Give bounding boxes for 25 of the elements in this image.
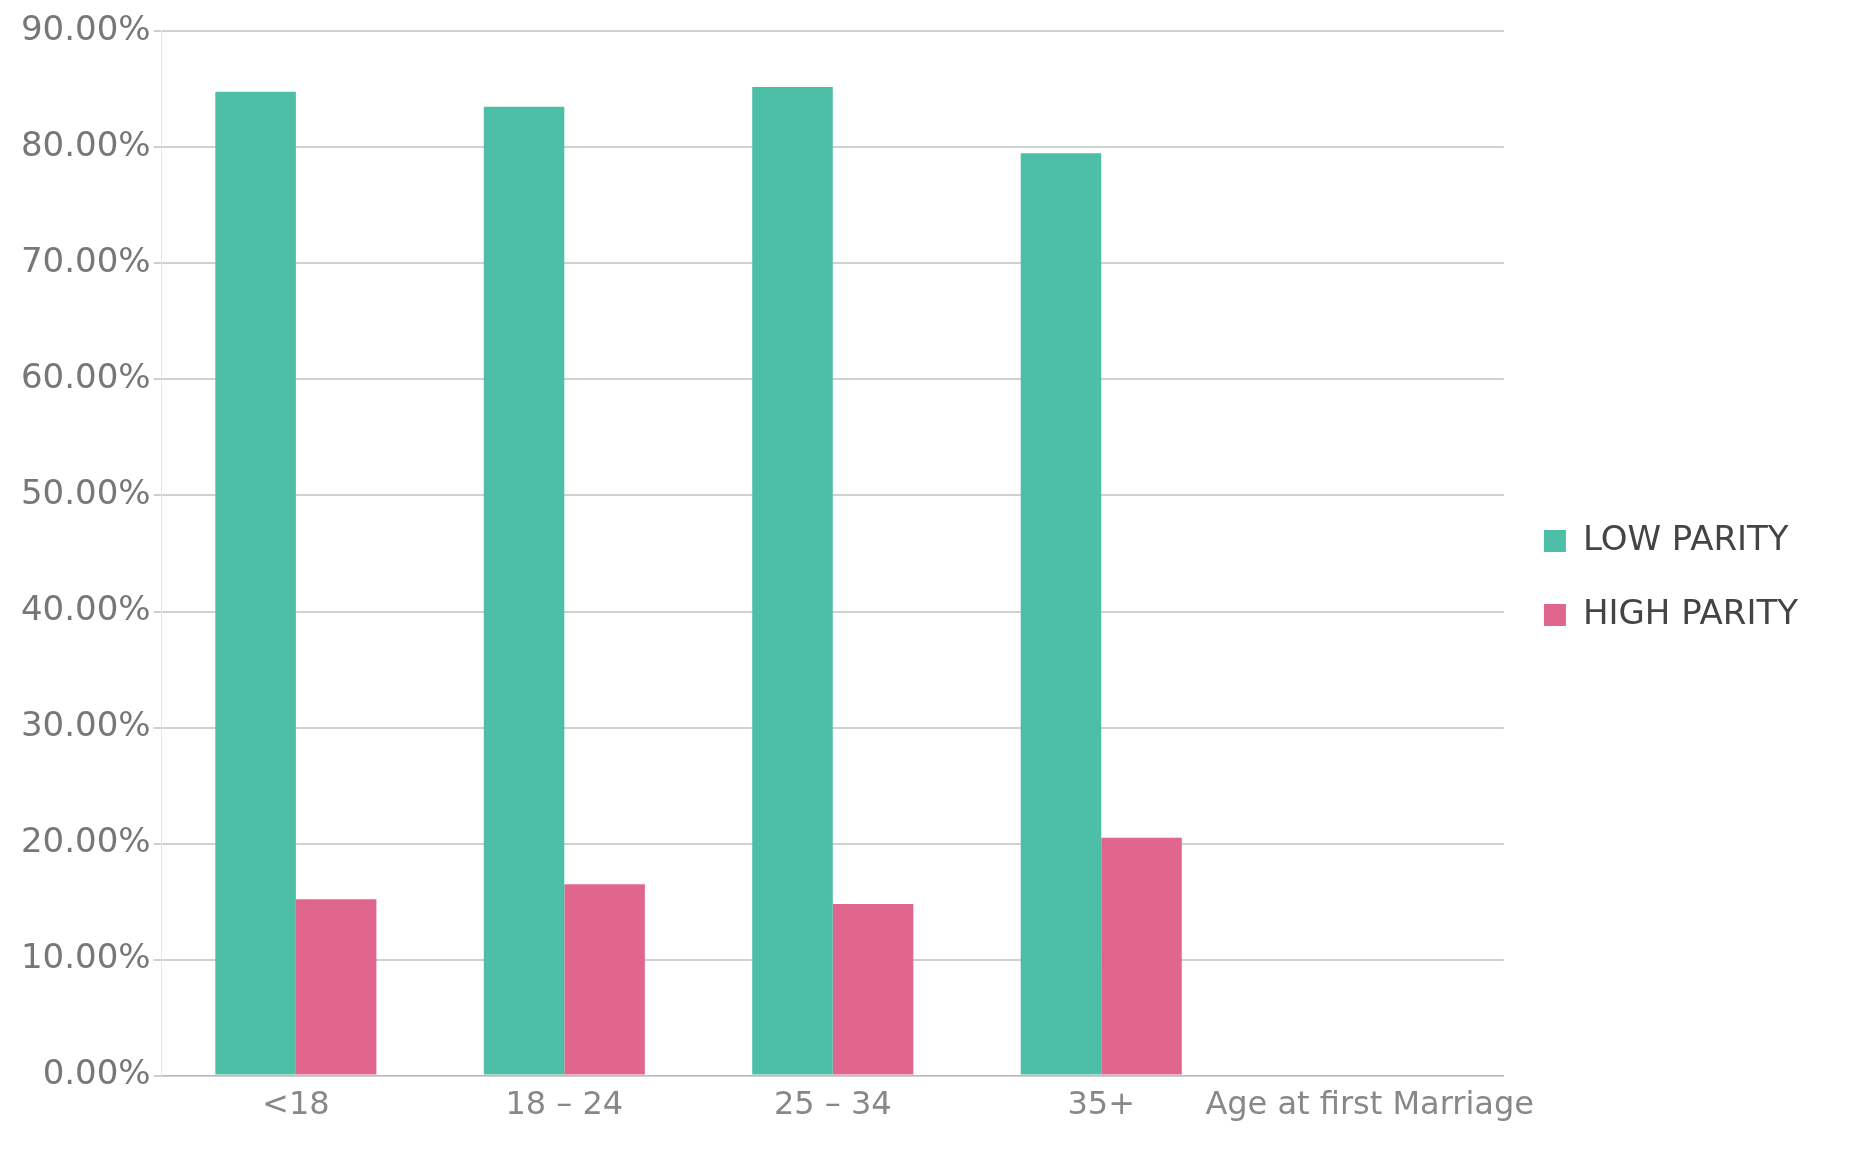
- y-tick-label: 70.00%: [20, 240, 151, 281]
- bar: [215, 91, 296, 1075]
- bar: [483, 106, 565, 1075]
- y-tick-label: 30.00%: [20, 704, 151, 745]
- x-tick-label: 25 – 34: [773, 1084, 892, 1123]
- legend-label: LOW PARITY: [1582, 517, 1789, 558]
- y-tick-label: 20.00%: [20, 820, 151, 861]
- x-tick-label: <18: [262, 1084, 330, 1123]
- bar: [564, 884, 645, 1075]
- bar: [295, 899, 377, 1075]
- y-tick-label: 10.00%: [20, 936, 151, 977]
- y-tick-label: 80.00%: [20, 124, 151, 165]
- bar: [1020, 153, 1102, 1075]
- y-tick-label: 50.00%: [20, 472, 151, 513]
- legend-label: HIGH PARITY: [1582, 591, 1799, 632]
- bar: [752, 87, 833, 1075]
- y-tick-label: 60.00%: [20, 356, 151, 397]
- x-tick-label: 18 – 24: [505, 1084, 624, 1123]
- y-tick-label: 0.00%: [42, 1052, 151, 1093]
- bar: [832, 903, 914, 1075]
- bar: [1101, 837, 1182, 1075]
- x-tick-label: 35+: [1067, 1084, 1135, 1123]
- y-tick-label: 90.00%: [20, 8, 151, 49]
- x-tick-label: Age at first Marriage: [1205, 1084, 1534, 1123]
- y-tick-label: 40.00%: [20, 588, 151, 629]
